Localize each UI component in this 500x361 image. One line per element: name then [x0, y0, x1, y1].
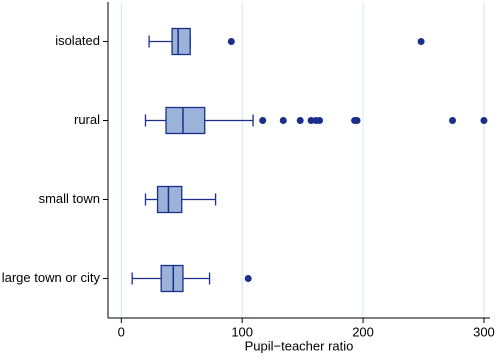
outlier [480, 117, 488, 124]
x-tick-label: 300 [473, 324, 495, 339]
y-tick-label: small town [39, 191, 100, 206]
outlier [417, 38, 425, 45]
x-tick-label: 0 [118, 324, 125, 339]
y-tick-label: isolated [55, 33, 100, 48]
outlier [259, 117, 267, 124]
box [156, 185, 183, 214]
outlier [449, 117, 457, 124]
outlier [353, 117, 361, 124]
x-axis-label: Pupil−teacher ratio [245, 338, 354, 353]
outlier [307, 117, 315, 124]
outlier [244, 275, 252, 282]
outlier [279, 117, 287, 124]
outlier [296, 117, 304, 124]
x-tick-label: 100 [231, 324, 253, 339]
box [165, 106, 206, 135]
y-tick-label: large town or city [2, 270, 101, 285]
outlier [227, 38, 235, 45]
x-tick-label: 200 [352, 324, 374, 339]
box [160, 264, 184, 293]
box [171, 27, 191, 56]
outlier [316, 117, 324, 124]
y-tick-label: rural [74, 112, 100, 127]
